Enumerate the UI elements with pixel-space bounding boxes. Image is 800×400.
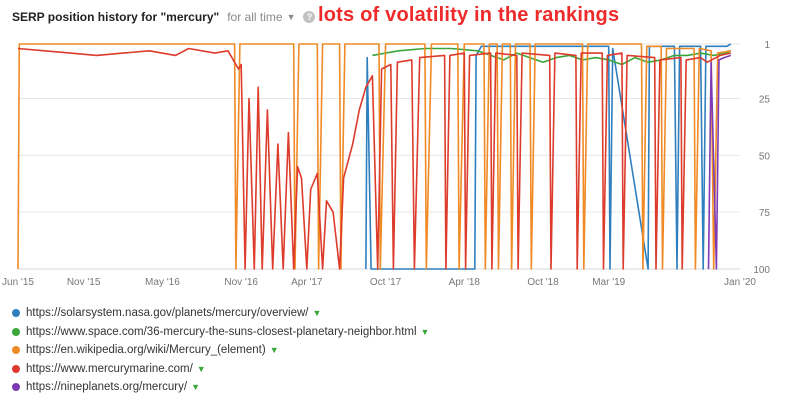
y-tick-label: 100 — [753, 265, 770, 276]
x-tick-label: Oct '18 — [527, 277, 559, 288]
chevron-down-icon[interactable]: ▼ — [312, 308, 322, 319]
y-tick-label: 75 — [759, 208, 771, 219]
legend-url: https://www.space.com/36-mercury-the-sun… — [26, 325, 417, 338]
x-tick-label: Jan '20 — [724, 277, 756, 288]
series-line-1 — [365, 43, 732, 270]
x-tick-label: May '16 — [145, 277, 180, 288]
chart-header: SERP position history for "mercury" for … — [12, 10, 316, 24]
legend-url: https://en.wikipedia.org/wiki/Mercury_(e… — [26, 344, 266, 357]
chevron-down-icon[interactable]: ▼ — [196, 363, 206, 374]
legend-color-dot — [12, 346, 20, 355]
x-tick-label: Apr '17 — [291, 277, 323, 288]
series-line-2 — [372, 47, 732, 66]
position-history-chart: 1 25 50 75 100 Jun '15 Nov '15 May '16 Nov '16 Ap… — [2, 40, 771, 288]
legend-url: https://nineplanets.org/mercury/ — [26, 381, 188, 394]
y-tick-label: 50 — [759, 151, 771, 162]
legend-item[interactable]: https://solarsystem.nasa.gov/planets/mer… — [12, 304, 429, 323]
legend-item[interactable]: https://nineplanets.org/mercury/▼ — [12, 378, 429, 397]
chevron-down-icon[interactable]: ▼ — [191, 382, 201, 393]
y-tick-label: 1 — [764, 40, 770, 51]
legend-url: https://solarsystem.nasa.gov/planets/mer… — [26, 307, 309, 320]
series-line-4 — [17, 47, 731, 270]
caret-down-icon: ▼ — [286, 12, 296, 22]
legend-color-dot — [12, 364, 20, 373]
time-range-label: for all time — [227, 10, 283, 24]
legend-url: https://www.mercurymarine.com/ — [26, 362, 193, 375]
legend-color-dot — [12, 383, 20, 392]
x-tick-label: Nov '15 — [67, 277, 101, 288]
x-tick-label: Apr '18 — [449, 277, 481, 288]
y-tick-label: 25 — [759, 95, 771, 106]
chart-title: SERP position history for "mercury" — [12, 10, 220, 24]
x-tick-label: Nov '16 — [224, 277, 258, 288]
series-line-5 — [707, 54, 732, 270]
help-icon[interactable]: ? — [303, 11, 316, 23]
legend-item[interactable]: https://www.mercurymarine.com/▼ — [12, 360, 429, 379]
legend-item[interactable]: https://en.wikipedia.org/wiki/Mercury_(e… — [12, 341, 429, 360]
series-line-3 — [17, 43, 731, 270]
legend-color-dot — [12, 309, 20, 318]
legend: https://solarsystem.nasa.gov/planets/mer… — [12, 304, 429, 397]
chevron-down-icon[interactable]: ▼ — [269, 345, 279, 356]
legend-item[interactable]: https://www.space.com/36-mercury-the-sun… — [12, 323, 429, 342]
time-range-dropdown[interactable]: for all time ▼ — [227, 10, 295, 24]
x-tick-label: Oct '17 — [370, 277, 402, 288]
x-tick-label: Mar '19 — [592, 277, 625, 288]
legend-color-dot — [12, 327, 20, 336]
volatility-annotation: lots of volatility in the rankings — [318, 4, 620, 26]
x-tick-label: Jun '15 — [2, 277, 34, 288]
chevron-down-icon[interactable]: ▼ — [420, 326, 430, 337]
